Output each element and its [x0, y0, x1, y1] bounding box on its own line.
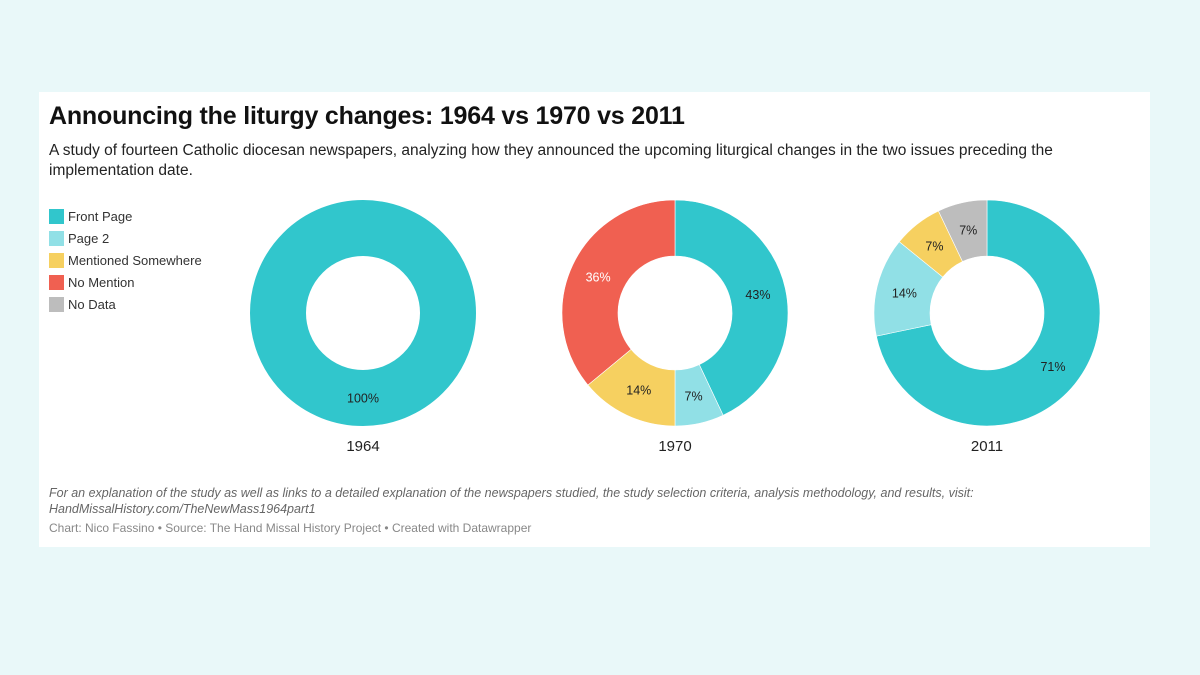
donut-data-label: 71% — [1040, 360, 1065, 374]
legend-swatch — [49, 296, 64, 312]
legend-swatch — [49, 208, 64, 224]
donut-data-label: 43% — [745, 288, 770, 302]
legend-swatch — [49, 274, 64, 290]
donut-slice-2011-front-page — [876, 199, 1101, 427]
legend-label: Page 2 — [68, 230, 110, 246]
chart-card: Announcing the liturgy changes: 1964 vs … — [39, 92, 1150, 547]
legend-swatch — [49, 230, 64, 246]
donut-data-label: 7% — [685, 389, 703, 403]
donut-slice-1970-front-page — [674, 199, 789, 416]
donut-data-label: 7% — [925, 240, 943, 254]
legend-item-front-page: Front Page — [49, 205, 202, 227]
donut-slice-1964-front-page — [250, 200, 476, 426]
chart-subtitle: A study of fourteen Catholic diocesan ne… — [49, 142, 1053, 179]
legend-label: Front Page — [68, 208, 133, 224]
legend: Front Page Page 2 Mentioned Somewhere No… — [49, 205, 202, 315]
legend-swatch — [49, 252, 64, 268]
legend-item-no-mention: No Mention — [49, 271, 202, 293]
footer-note: For an explanation of the study as well … — [49, 486, 974, 516]
legend-item-page-2: Page 2 — [49, 227, 202, 249]
donut-slice-2011-no-data — [938, 199, 988, 262]
legend-label: Mentioned Somewhere — [68, 252, 202, 268]
donut-data-label: 36% — [586, 270, 611, 284]
donut-data-label: 14% — [626, 383, 651, 397]
donut-slice-1970-no-mention — [561, 199, 676, 386]
donut-year-label: 1970 — [658, 438, 691, 455]
donut-year-label: 1964 — [346, 438, 379, 455]
chart-credit: Chart: Nico Fassino • Source: The Hand M… — [49, 521, 532, 535]
donut-data-label: 14% — [892, 286, 917, 300]
legend-label: No Mention — [68, 274, 135, 290]
legend-item-mentioned-somewhere: Mentioned Somewhere — [49, 249, 202, 271]
donut-charts: 100% 1964 43% 7% 14% 36% 1970 71% 14% 7% 7% 2011 — [250, 199, 1101, 455]
legend-label: No Data — [68, 296, 116, 312]
chart-title: Announcing the liturgy changes: 1964 vs … — [49, 102, 685, 130]
legend-item-no-data: No Data — [49, 293, 202, 315]
donut-year-label: 2011 — [971, 438, 1003, 455]
donut-data-label: 100% — [347, 392, 379, 406]
donut-data-label: 7% — [959, 224, 977, 238]
